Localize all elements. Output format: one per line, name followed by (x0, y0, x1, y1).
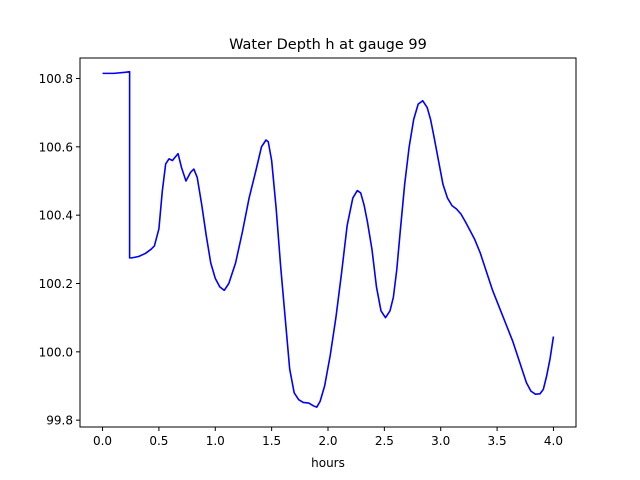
chart-title: Water Depth h at gauge 99 (229, 37, 427, 53)
x-tick-label: 2.5 (375, 434, 394, 448)
y-tick-label: 100.8 (39, 72, 73, 86)
y-axis: 99.8 100.0 100.2 100.4 100.6 100.8 (39, 72, 80, 428)
y-tick-label: 100.0 (39, 345, 73, 359)
y-tick-label: 100.4 (39, 209, 73, 223)
y-tick-label: 100.2 (39, 277, 73, 291)
x-tick-label: 4.0 (544, 434, 563, 448)
x-tick-label: 1.5 (262, 434, 281, 448)
x-tick-label: 1.0 (206, 434, 225, 448)
series-line (102, 70, 555, 408)
y-tick-label: 100.6 (39, 140, 73, 154)
x-tick-label: 0.5 (149, 434, 168, 448)
x-tick-label: 0.0 (93, 434, 112, 448)
x-axis: 0.0 0.5 1.0 1.5 2.0 2.5 3.0 3.5 4.0 (93, 427, 563, 448)
y-tick-label: 99.8 (46, 414, 73, 428)
x-tick-label: 2.0 (318, 434, 337, 448)
x-tick-label: 3.0 (431, 434, 450, 448)
x-tick-label: 3.5 (488, 434, 507, 448)
x-axis-label: hours (311, 456, 345, 470)
